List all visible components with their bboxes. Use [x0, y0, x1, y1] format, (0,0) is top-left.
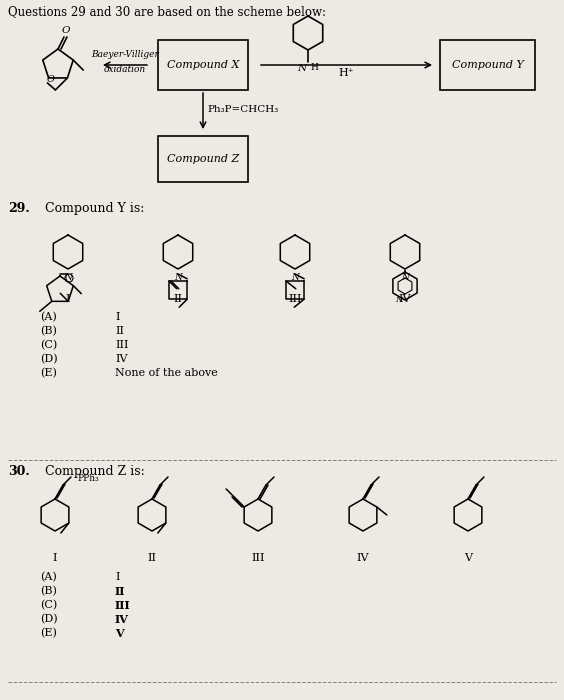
Text: 30.: 30. [8, 465, 30, 478]
Text: N: N [291, 272, 299, 281]
Text: Compound Y: Compound Y [452, 60, 523, 70]
Text: II: II [174, 294, 183, 304]
Text: (B): (B) [40, 586, 57, 596]
Text: I: I [66, 294, 70, 304]
Text: Compound Z: Compound Z [167, 154, 239, 164]
Text: (B): (B) [40, 326, 57, 336]
Text: Questions 29 and 30 are based on the scheme below:: Questions 29 and 30 are based on the sch… [8, 5, 326, 18]
Text: N: N [174, 272, 182, 281]
Text: N: N [395, 296, 403, 304]
Bar [158, 136, 248, 182]
Text: O: O [61, 26, 70, 35]
Text: O: O [47, 76, 55, 85]
Text: (C): (C) [40, 600, 58, 610]
Text: V: V [464, 553, 472, 563]
Text: H⁺: H⁺ [339, 68, 354, 78]
Text: Ph₃P=CHCH₃: Ph₃P=CHCH₃ [207, 106, 278, 115]
Text: (C): (C) [40, 340, 58, 350]
Text: Compound Z is:: Compound Z is: [45, 465, 145, 478]
Text: PPh₃: PPh₃ [77, 474, 99, 483]
Text: Compound Y is:: Compound Y is: [45, 202, 144, 215]
Text: Compound X: Compound X [167, 60, 239, 70]
Bar [440, 40, 535, 90]
Text: (E): (E) [40, 368, 57, 378]
Text: N: N [64, 272, 72, 281]
Text: II: II [148, 553, 156, 563]
Text: (E): (E) [40, 628, 57, 638]
Text: (D): (D) [40, 614, 58, 624]
Text: IV: IV [115, 354, 127, 364]
Text: None of the above: None of the above [115, 368, 218, 378]
Text: II: II [115, 326, 124, 336]
Bar [158, 40, 248, 90]
Text: III: III [251, 553, 265, 563]
Text: IV: IV [399, 294, 411, 304]
Text: H: H [310, 63, 318, 72]
Text: I: I [115, 572, 120, 582]
Text: oxidation: oxidation [104, 65, 146, 74]
Text: I: I [115, 312, 120, 322]
Text: (D): (D) [40, 354, 58, 364]
Text: I: I [53, 553, 58, 563]
Text: III: III [115, 600, 131, 611]
Text: Baeyer-Villiger: Baeyer-Villiger [91, 50, 159, 59]
Text: IV: IV [115, 614, 129, 625]
Text: N: N [401, 272, 409, 281]
Text: N: N [297, 64, 306, 73]
Text: (A): (A) [40, 572, 57, 582]
Text: 29.: 29. [8, 202, 30, 215]
Text: IV: IV [357, 553, 369, 563]
Text: II: II [115, 586, 126, 597]
Text: (A): (A) [40, 312, 57, 322]
Text: III: III [288, 294, 302, 304]
Text: V: V [115, 628, 124, 639]
Text: III: III [115, 340, 129, 350]
